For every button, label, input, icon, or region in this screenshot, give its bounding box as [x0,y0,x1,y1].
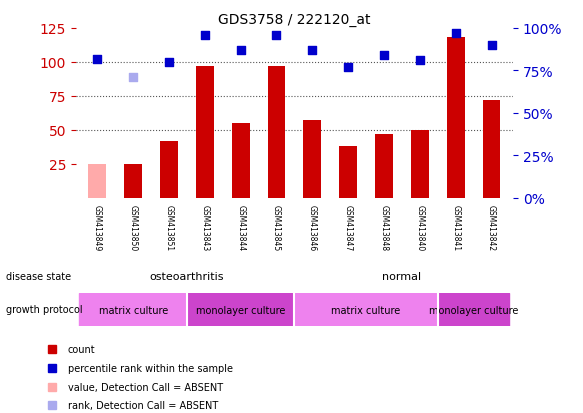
Bar [231,124,250,198]
Text: percentile rank within the sample: percentile rank within the sample [68,363,233,373]
Bar [483,101,500,198]
Bar [411,131,429,198]
Point [128,75,138,81]
Text: GSM413844: GSM413844 [236,204,245,251]
Text: osteoarthritis: osteoarthritis [150,272,224,282]
Text: GSM413841: GSM413841 [451,204,460,250]
Bar [294,293,438,326]
Text: GSM413850: GSM413850 [129,204,138,251]
Bar [268,67,286,198]
Text: GSM413847: GSM413847 [343,204,353,251]
Bar [196,67,214,198]
Text: rank, Detection Call = ABSENT: rank, Detection Call = ABSENT [68,400,218,410]
Point [93,56,102,63]
Text: GSM413849: GSM413849 [93,204,102,251]
Text: monolayer culture: monolayer culture [429,305,518,315]
Text: GSM413842: GSM413842 [487,204,496,250]
Text: monolayer culture: monolayer culture [196,305,285,315]
Point [236,47,245,54]
Bar [160,141,178,198]
Text: value, Detection Call = ABSENT: value, Detection Call = ABSENT [68,382,223,392]
Bar [79,293,187,326]
Bar [303,121,321,198]
Bar [447,38,465,198]
Point [308,47,317,54]
Text: growth protocol: growth protocol [6,305,82,315]
Text: count: count [68,344,95,354]
Bar [339,147,357,198]
Point [451,31,461,37]
Bar [124,164,142,198]
Bar [89,164,106,198]
Text: GSM413843: GSM413843 [201,204,209,251]
Text: GSM413846: GSM413846 [308,204,317,251]
Bar [375,135,393,198]
Title: GDS3758 / 222120_at: GDS3758 / 222120_at [218,12,371,26]
Point [272,32,281,39]
Point [487,43,496,49]
Text: matrix culture: matrix culture [332,305,401,315]
Text: normal: normal [382,272,422,282]
Point [380,53,389,59]
Bar [438,293,510,326]
Text: matrix culture: matrix culture [99,305,168,315]
Text: GSM413851: GSM413851 [164,204,174,250]
Text: disease state: disease state [6,272,71,282]
Point [415,58,424,64]
Point [343,64,353,71]
Text: GSM413840: GSM413840 [415,204,424,251]
Point [200,32,209,39]
Text: GSM413845: GSM413845 [272,204,281,251]
Point [164,59,174,66]
Text: GSM413848: GSM413848 [380,204,388,250]
Bar [187,293,294,326]
